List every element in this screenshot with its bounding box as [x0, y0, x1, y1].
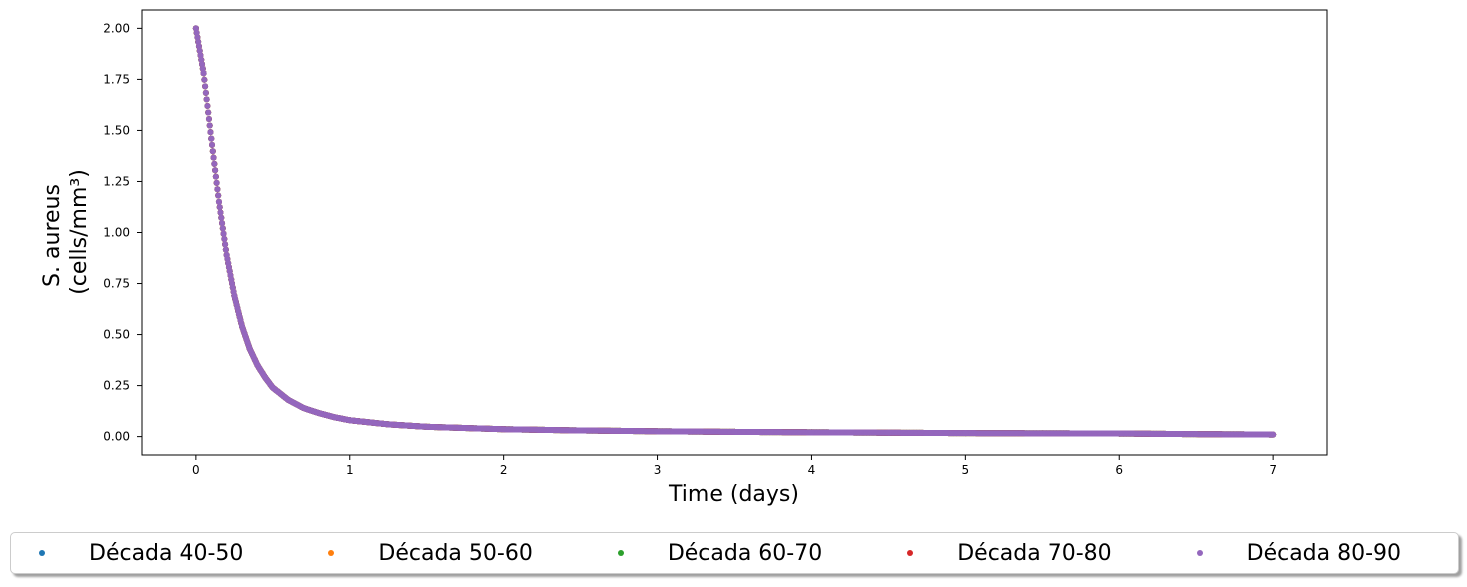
series-layer: [192, 25, 1277, 438]
plot-area: [141, 9, 1328, 456]
